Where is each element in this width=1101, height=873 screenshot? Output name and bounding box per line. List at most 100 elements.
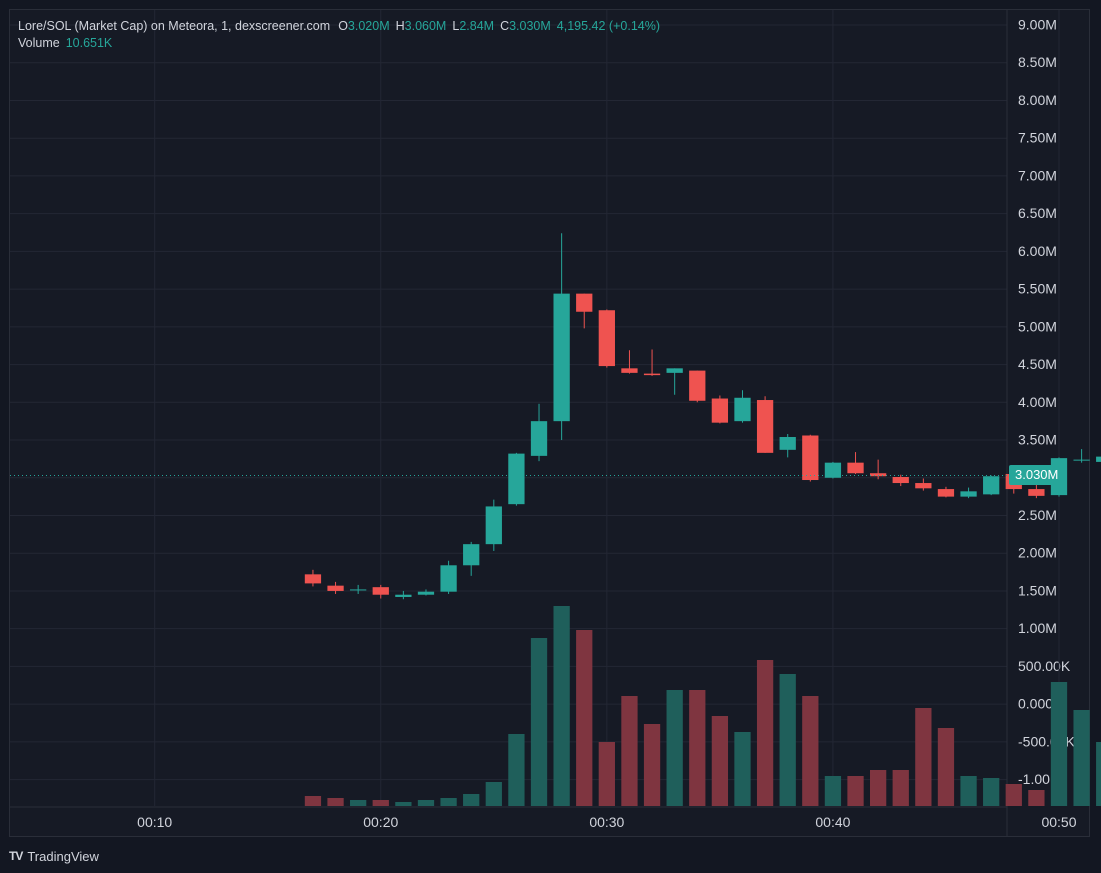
candle-body	[485, 506, 502, 545]
volume-label: Volume	[18, 36, 60, 50]
candle-body	[802, 435, 819, 481]
y-tick-label: 8.50M	[1018, 54, 1057, 70]
x-tick-label: 00:40	[815, 814, 850, 830]
candle-body	[463, 544, 480, 566]
y-tick-label: 4.50M	[1018, 356, 1057, 372]
candle-body	[869, 473, 887, 477]
candle-body	[960, 491, 977, 497]
candle-body	[847, 462, 864, 474]
y-tick-label: 1.00M	[1018, 620, 1057, 636]
volume-bar	[1073, 710, 1090, 806]
candle-body	[824, 462, 842, 478]
volume-bar	[824, 776, 842, 806]
candle-body	[395, 594, 412, 597]
volume-bar	[508, 734, 525, 806]
candle-body	[621, 368, 638, 373]
symbol-title: Lore/SOL (Market Cap) on Meteora, 1, dex…	[18, 19, 331, 33]
y-tick-label: 0.0000	[1018, 696, 1061, 712]
close-value: 3.030M	[509, 19, 551, 33]
volume-bar	[304, 796, 322, 806]
chart-legend: Lore/SOL (Market Cap) on Meteora, 1, dex…	[18, 18, 666, 52]
last-price-tag: 3.030M	[1009, 465, 1065, 486]
tradingview-logo-icon: TV	[9, 849, 23, 863]
candle-body	[734, 397, 751, 422]
y-tick-label: -1.00M	[1018, 771, 1062, 787]
volume-value: 10.651K	[65, 36, 113, 50]
volume-bar	[960, 776, 977, 806]
volume-bar	[734, 732, 751, 806]
change-value: 4,195.42 (+0.14%)	[556, 19, 660, 33]
footer-brand[interactable]: TV TradingView	[9, 845, 99, 867]
candle-body	[915, 483, 932, 489]
volume-bar	[395, 802, 412, 806]
volume-bar	[1028, 790, 1045, 806]
volume-bar	[869, 770, 887, 806]
candle-body	[983, 476, 1000, 495]
close-label: C	[500, 19, 510, 33]
candle-body	[304, 574, 322, 584]
candle-body	[508, 453, 525, 505]
y-tick-label: 5.50M	[1018, 281, 1057, 297]
volume-bar	[621, 696, 638, 806]
volume-bar	[892, 770, 909, 806]
candle-body	[530, 421, 548, 456]
candle-body	[1073, 459, 1090, 461]
volume-bar	[1050, 682, 1068, 806]
candle-body	[779, 437, 796, 450]
y-tick-label: 3.50M	[1018, 432, 1057, 448]
volume-bar	[711, 716, 729, 806]
volume-bar	[576, 630, 593, 806]
volume-bar	[1096, 742, 1101, 806]
x-tick-label: 00:20	[363, 814, 398, 830]
tradingview-brand-label: TradingView	[27, 848, 99, 864]
volume-bar	[983, 778, 1000, 806]
candle-body	[440, 565, 457, 592]
candle-body	[372, 587, 389, 595]
y-tick-label: 2.00M	[1018, 545, 1057, 561]
y-tick-label: 9.00M	[1018, 17, 1057, 33]
candle-body	[711, 398, 729, 423]
volume-bar	[802, 696, 819, 806]
volume-bar	[666, 690, 683, 806]
volume-bar	[779, 674, 796, 806]
y-tick-label: 6.00M	[1018, 243, 1057, 259]
volume-bar	[915, 708, 932, 806]
candle-body	[1028, 489, 1045, 496]
volume-bar	[327, 798, 344, 806]
volume-bar	[553, 606, 570, 806]
x-tick-label: 00:30	[589, 814, 624, 830]
candle-body	[937, 489, 955, 497]
x-tick-label: 00:10	[137, 814, 172, 830]
chart-frame	[9, 9, 1090, 837]
volume-bar	[463, 794, 480, 806]
candle-body	[327, 585, 344, 591]
volume-bar	[530, 638, 548, 806]
volume-bar	[417, 800, 435, 806]
candle-body	[417, 591, 435, 595]
volume-bar	[1005, 784, 1022, 806]
candle-body	[553, 293, 570, 422]
volume-bar	[937, 728, 955, 806]
candle-body	[892, 476, 909, 484]
volume-bar	[756, 660, 774, 806]
open-label: O	[338, 19, 348, 33]
candle-body	[643, 373, 661, 376]
volume-bar	[350, 800, 367, 806]
y-tick-label: 500.00K	[1018, 658, 1071, 674]
x-tick-label: 00:50	[1041, 814, 1076, 830]
high-label: H	[395, 19, 405, 33]
y-tick-label: 5.00M	[1018, 318, 1057, 334]
y-tick-label: 1.50M	[1018, 582, 1057, 598]
candle-body	[689, 370, 706, 401]
high-value: 3.060M	[404, 19, 447, 33]
volume-bar	[689, 690, 706, 806]
y-tick-label: 4.00M	[1018, 394, 1057, 410]
y-tick-label: 8.00M	[1018, 92, 1057, 108]
low-value: 2.84M	[459, 19, 495, 33]
legend-volume-row: Volume 10.651K	[18, 35, 666, 52]
volume-bar	[847, 776, 864, 806]
candle-body	[756, 400, 774, 453]
open-value: 3.020M	[347, 19, 390, 33]
y-tick-label: 2.50M	[1018, 507, 1057, 523]
